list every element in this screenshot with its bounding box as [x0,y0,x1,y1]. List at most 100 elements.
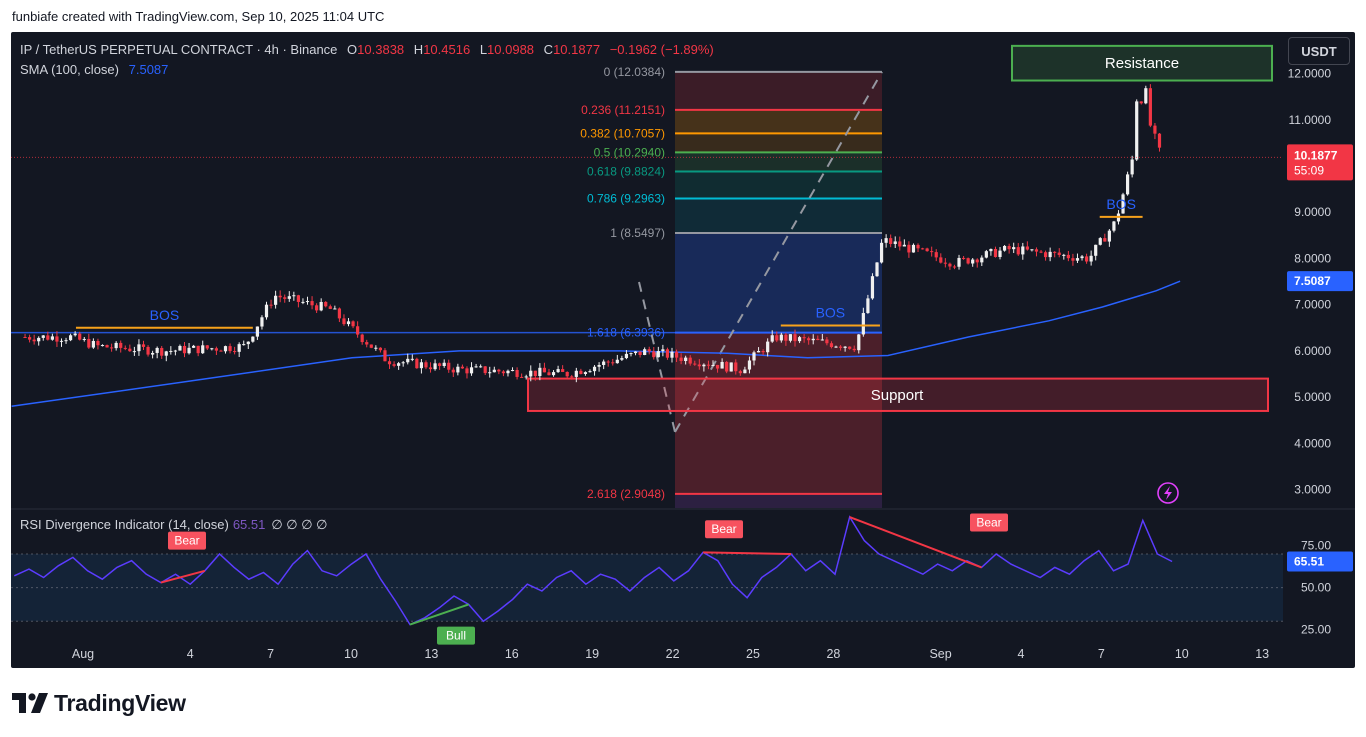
divergence-line [160,569,206,584]
tradingview-logo[interactable]: TradingView [12,690,186,716]
candle-body [547,372,551,376]
candle-body [1139,101,1143,104]
divergence-line [409,603,469,626]
candle-body [292,295,296,297]
candle-body [702,364,706,367]
candle-body [23,337,27,339]
candle-body [82,338,86,340]
candle-body [902,244,906,247]
candle-body [46,335,50,340]
candle-body [1075,258,1080,261]
candle-body [1034,249,1039,252]
candle-body [756,351,761,353]
candle-body [602,361,606,365]
candle-body [816,338,820,340]
candle-body [574,370,578,377]
candle-body [114,342,118,349]
divergence-label-bg [970,513,1008,532]
candle-body [693,363,697,365]
sma-label[interactable]: SMA (100, close) [20,62,119,77]
lightning-icon [1157,482,1179,504]
candle-body [1043,252,1048,258]
candle-body [797,337,802,342]
fib-band [675,109,882,134]
divergence-label-bg [705,520,743,539]
candle-body [1016,247,1020,255]
candle-body [55,336,59,342]
divergence-label: Bear [976,515,1001,529]
divergence-line [849,516,982,569]
candle-body [506,370,510,374]
candle-body [606,361,610,363]
candle-body [706,364,711,366]
candle-body [930,251,934,253]
time-axis-tick: Aug [72,647,94,661]
candle-body [570,376,574,378]
candle-body [993,248,998,257]
candle-body [766,341,770,353]
sma-layer [11,280,1181,408]
candle-body [1025,246,1029,250]
time-axis-tick: 13 [1255,647,1269,661]
price-axis-tick: 12.0000 [1288,67,1332,81]
candle-body [1030,249,1034,251]
chart-canvas[interactable]: 0 (12.0384) 0.236 (11.2151) 0.382 (10.7057… [11,32,1355,668]
candle-body [729,362,733,372]
bos-label: BOS [1106,196,1136,212]
candle-body [415,358,419,369]
candle-body [524,376,528,378]
candle-body [838,346,843,348]
candle-body [214,348,218,351]
divergence-label-bg [168,531,206,550]
candle-body [1103,238,1107,242]
candle-body [410,358,414,360]
candle-body [164,351,168,356]
candle-body [342,318,346,325]
rsi-label[interactable]: RSI Divergence Indicator (14, close) [20,517,229,532]
candle-body [69,335,73,341]
candle-body [852,348,856,351]
candle-body [971,259,975,264]
candle-body [615,359,619,364]
candle-body [305,301,310,303]
candle-body [182,345,187,354]
candle-body [679,357,683,361]
time-axis-tick: 10 [344,647,358,661]
candle-body [219,350,223,352]
candle-body [501,371,506,374]
open-value: 10.3838 [357,42,405,57]
candle-body [237,344,241,352]
candle-body [802,337,806,339]
candle-body [966,258,970,264]
candle-body [365,342,369,345]
candle-body [652,351,656,358]
candle-body [456,366,460,373]
rsi-axis-tick: 75.00 [1301,539,1331,553]
candle-body [843,346,847,348]
candle-body [119,342,123,348]
candle-body [233,351,237,353]
candle-body [1089,255,1093,262]
candle-body [747,360,752,370]
candle-body [638,351,642,355]
candle-body [73,333,77,336]
candle-body [592,366,597,372]
fib-trend-line [674,71,883,433]
candle-body [975,259,979,263]
fib-level-label: 0.618 (9.8824) [587,164,665,178]
chart-panel[interactable]: 0 (12.0384) 0.236 (11.2151) 0.382 (10.7057… [11,32,1355,668]
candle-body [661,349,665,352]
candle-body [620,358,624,360]
time-axis-tick: 4 [187,647,194,661]
resistance-zone [1011,44,1273,82]
candle-body [337,308,342,319]
candle-body [538,367,542,377]
price-axis-tick: 9.0000 [1294,205,1331,219]
currency-button[interactable]: USDT [1288,37,1350,65]
symbol-title[interactable]: IP / TetherUS PERPETUAL CONTRACT · 4h · … [20,42,338,57]
last-price-value: 10.1877 [1294,148,1338,162]
candle-body [889,238,893,245]
fibonacci-retracement: 0 (12.0384) 0.236 (11.2151) 0.382 (10.7057… [11,65,883,508]
candle-body [196,345,200,354]
candle-body [132,351,136,353]
